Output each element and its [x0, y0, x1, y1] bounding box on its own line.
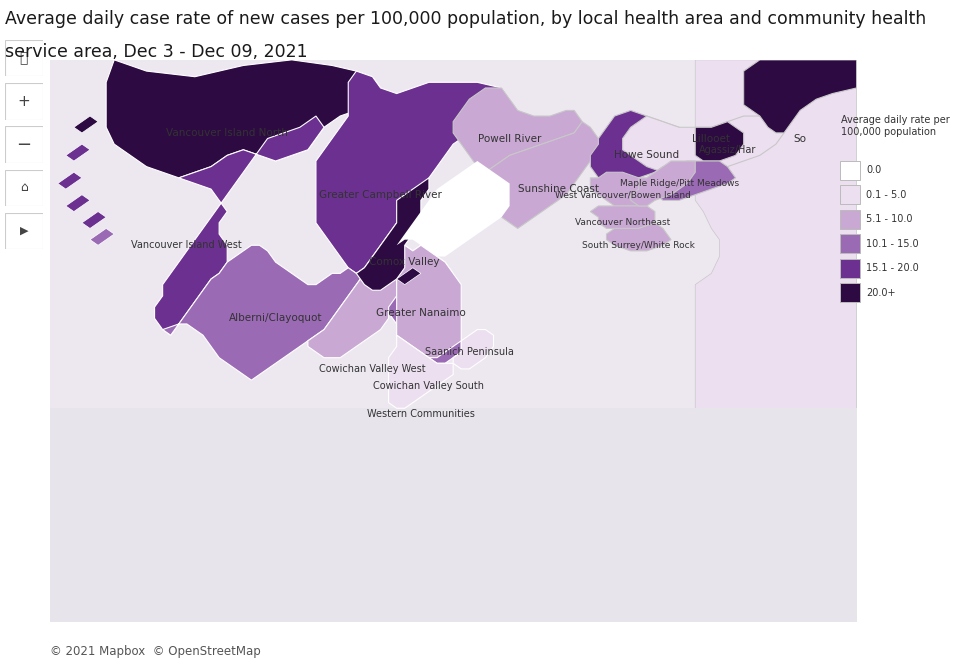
Text: Greater Campbell River: Greater Campbell River: [319, 190, 442, 200]
Polygon shape: [606, 223, 671, 251]
Bar: [840, 185, 860, 204]
Polygon shape: [316, 71, 510, 273]
Bar: [840, 209, 860, 229]
Polygon shape: [630, 161, 695, 206]
Polygon shape: [695, 60, 857, 622]
Text: 5.1 - 10.0: 5.1 - 10.0: [866, 214, 913, 224]
Text: Howe Sound: Howe Sound: [614, 150, 679, 160]
Text: Greater Nanaimo: Greater Nanaimo: [376, 308, 466, 318]
Polygon shape: [647, 161, 735, 200]
Text: Average daily rate per
100,000 population: Average daily rate per 100,000 populatio…: [841, 115, 950, 136]
Polygon shape: [485, 122, 599, 228]
Text: ▶: ▶: [20, 226, 28, 236]
Polygon shape: [90, 228, 115, 245]
Text: © 2021 Mapbox  © OpenStreetMap: © 2021 Mapbox © OpenStreetMap: [50, 645, 261, 658]
Polygon shape: [356, 245, 461, 363]
Polygon shape: [744, 60, 857, 133]
Text: Western Communities: Western Communities: [367, 409, 475, 419]
Text: Powell River: Powell River: [478, 134, 541, 144]
Text: Vancouver Northeast: Vancouver Northeast: [575, 218, 670, 227]
Polygon shape: [50, 408, 857, 622]
Text: +: +: [17, 94, 31, 109]
Text: 20.0+: 20.0+: [866, 287, 896, 298]
Text: ⌕: ⌕: [20, 51, 28, 65]
Text: 0.0: 0.0: [866, 165, 881, 176]
Polygon shape: [623, 116, 784, 172]
Text: ⌂: ⌂: [20, 182, 28, 194]
Polygon shape: [82, 211, 106, 228]
Text: Agassiz/Har: Agassiz/Har: [699, 145, 756, 155]
Polygon shape: [57, 172, 82, 189]
Text: So: So: [794, 134, 807, 144]
Polygon shape: [50, 60, 857, 622]
Polygon shape: [308, 245, 413, 358]
Text: 10.1 - 15.0: 10.1 - 15.0: [866, 239, 919, 249]
Polygon shape: [590, 110, 695, 189]
Polygon shape: [162, 245, 365, 380]
Bar: [840, 234, 860, 253]
Polygon shape: [66, 144, 90, 161]
Polygon shape: [389, 335, 454, 408]
Text: Cowichan Valley South: Cowichan Valley South: [373, 381, 484, 391]
Bar: [840, 259, 860, 278]
Polygon shape: [454, 88, 583, 172]
Polygon shape: [66, 195, 90, 211]
Text: South Surrey/White Rock: South Surrey/White Rock: [583, 241, 695, 250]
Text: Saanich Peninsula: Saanich Peninsula: [425, 347, 514, 357]
Text: −: −: [16, 136, 32, 154]
Bar: [840, 283, 860, 302]
Polygon shape: [50, 60, 857, 622]
Bar: [840, 161, 860, 180]
Polygon shape: [695, 122, 744, 161]
Text: West Vancouver/Bowen Island: West Vancouver/Bowen Island: [555, 190, 690, 200]
Polygon shape: [106, 60, 380, 178]
Polygon shape: [396, 161, 510, 257]
Text: Alberni/Clayoquot: Alberni/Clayoquot: [229, 313, 323, 323]
Text: Cowichan Valley West: Cowichan Valley West: [319, 364, 426, 374]
Polygon shape: [396, 268, 421, 285]
Polygon shape: [74, 116, 98, 133]
Polygon shape: [396, 245, 461, 358]
Polygon shape: [155, 116, 324, 335]
Polygon shape: [356, 178, 429, 290]
Text: service area, Dec 3 - Dec 09, 2021: service area, Dec 3 - Dec 09, 2021: [5, 43, 308, 61]
Text: 0.1 - 5.0: 0.1 - 5.0: [866, 190, 906, 200]
Text: Comox Valley: Comox Valley: [370, 257, 440, 267]
Text: Vancouver Island North: Vancouver Island North: [166, 128, 288, 138]
Text: Maple Ridge/Pitt Meadows: Maple Ridge/Pitt Meadows: [620, 179, 738, 188]
Text: Sunshine Coast: Sunshine Coast: [518, 184, 599, 194]
Text: Vancouver Island West: Vancouver Island West: [132, 240, 243, 250]
Text: Average daily case rate of new cases per 100,000 population, by local health are: Average daily case rate of new cases per…: [5, 10, 926, 28]
Polygon shape: [590, 172, 655, 206]
Polygon shape: [590, 206, 655, 228]
Text: Lillooet: Lillooet: [692, 134, 731, 144]
Text: 15.1 - 20.0: 15.1 - 20.0: [866, 263, 919, 273]
Polygon shape: [454, 330, 494, 369]
